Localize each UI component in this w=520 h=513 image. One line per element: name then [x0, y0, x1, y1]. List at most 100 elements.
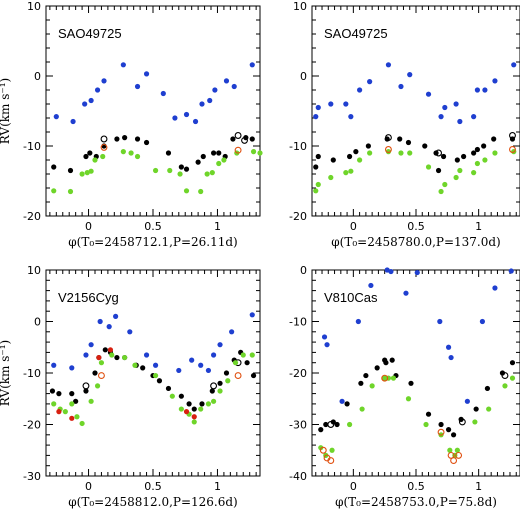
- x-tick-label: 0: [350, 480, 357, 493]
- data-point: [385, 62, 392, 68]
- data-point: [435, 149, 443, 157]
- data-point: [397, 136, 403, 142]
- data-point: [221, 157, 227, 163]
- data-point: [482, 87, 488, 93]
- data-point: [492, 285, 498, 291]
- data-point: [405, 139, 412, 146]
- data-point: [511, 62, 517, 68]
- data-point: [461, 153, 467, 160]
- data-point: [69, 365, 75, 371]
- data-point: [229, 329, 235, 335]
- data-point: [440, 153, 447, 160]
- data-point: [49, 388, 56, 394]
- data-point: [509, 146, 516, 153]
- data-point: [481, 143, 487, 149]
- data-point: [368, 282, 374, 289]
- data-point: [408, 380, 414, 386]
- data-point: [313, 188, 319, 194]
- data-point: [92, 370, 98, 376]
- data-point: [165, 150, 172, 156]
- data-point: [508, 268, 514, 274]
- data-point: [122, 354, 128, 361]
- data-point: [210, 352, 217, 358]
- data-point: [88, 342, 94, 348]
- x-tick-label: 1: [475, 220, 482, 233]
- data-point: [442, 181, 448, 188]
- data-point: [169, 393, 175, 399]
- data-point: [249, 312, 255, 318]
- x-tick-label: 0.5: [144, 220, 162, 233]
- data-point: [250, 372, 257, 379]
- y-axis-title: RV(km s⁻¹): [0, 340, 12, 406]
- data-point: [53, 114, 59, 120]
- data-point: [330, 419, 336, 425]
- data-point: [327, 421, 335, 428]
- data-point: [191, 414, 197, 420]
- data-point: [94, 383, 101, 389]
- panel-v2156cyg: -30 -20 -10 0 10 0 0.5 1 V2156Cyg φ(T₀=2458812.0,…: [0, 264, 261, 509]
- data-point: [217, 342, 223, 348]
- data-point: [482, 157, 488, 163]
- data-point: [209, 388, 215, 394]
- panel-title: V2156Cyg: [58, 290, 119, 305]
- data-point: [450, 432, 457, 438]
- data-point: [82, 382, 90, 390]
- data-point: [318, 445, 324, 451]
- data-point: [472, 419, 478, 425]
- data-point: [113, 313, 119, 319]
- data-point: [156, 378, 163, 384]
- data-point: [509, 132, 516, 139]
- data-point: [134, 136, 141, 142]
- data-point: [94, 87, 101, 93]
- data-point: [355, 318, 361, 325]
- data-point: [257, 150, 263, 156]
- data-point: [69, 415, 75, 421]
- data-point: [486, 406, 492, 412]
- data-point: [319, 446, 327, 454]
- data-point: [492, 150, 498, 156]
- x-tick-label: 0.5: [407, 480, 425, 493]
- y-tick-label: -40: [289, 470, 307, 483]
- data-point: [367, 150, 373, 156]
- data-point: [390, 375, 397, 381]
- data-point: [83, 153, 89, 160]
- y-axis-title: RV(km s⁻¹): [0, 78, 12, 144]
- data-point: [343, 170, 349, 176]
- data-point: [384, 146, 392, 153]
- data-point: [445, 344, 452, 350]
- data-point: [178, 164, 184, 170]
- data-point: [328, 174, 334, 181]
- data-point: [198, 362, 204, 368]
- data-point: [216, 160, 222, 167]
- data-point: [199, 101, 205, 107]
- data-point: [425, 91, 432, 97]
- data-point: [374, 365, 380, 371]
- data-point: [232, 360, 239, 366]
- data-point: [83, 388, 89, 394]
- y-tick-label: 0: [34, 316, 41, 329]
- data-point: [330, 157, 336, 163]
- series-2: [100, 132, 248, 144]
- data-point: [383, 360, 389, 366]
- x-axis-title: φ(T₀=2458812.0,P=126.6d): [68, 495, 238, 509]
- data-point: [438, 188, 444, 195]
- data-point: [51, 164, 57, 170]
- data-point: [167, 167, 173, 174]
- data-point: [389, 357, 395, 363]
- data-point: [209, 170, 215, 176]
- data-point: [210, 398, 217, 404]
- data-point: [315, 104, 321, 111]
- data-point: [353, 149, 359, 155]
- series-0: [321, 267, 514, 404]
- data-point: [447, 447, 453, 453]
- data-point: [114, 354, 120, 361]
- data-point: [56, 391, 62, 397]
- data-point: [100, 135, 108, 143]
- data-point: [491, 136, 497, 142]
- data-point: [425, 411, 432, 417]
- x-tick-label: 0: [85, 220, 92, 233]
- series-1: [318, 357, 516, 438]
- y-tick-label: -10: [289, 140, 307, 153]
- data-point: [474, 146, 480, 153]
